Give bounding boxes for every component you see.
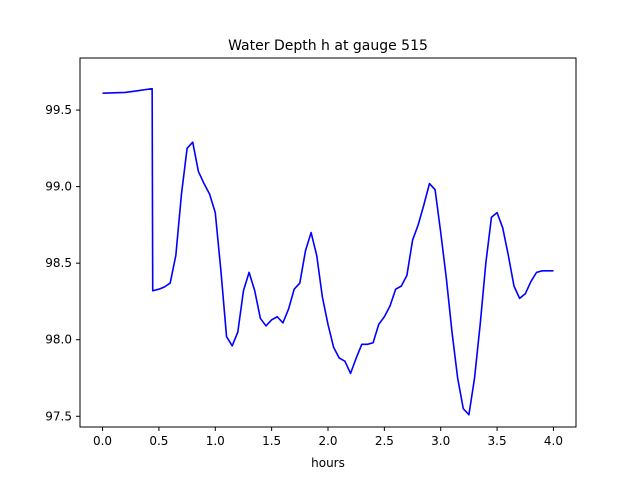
y-tick-label: 99.5 xyxy=(45,103,72,117)
y-tick-label: 98.5 xyxy=(45,256,72,270)
series-line-0 xyxy=(102,87,554,416)
x-tick-label: 4.0 xyxy=(544,434,563,448)
x-axis-label: hours xyxy=(311,456,345,470)
x-tick-label: 1.5 xyxy=(262,434,281,448)
y-axis: 97.5 98.0 98.5 99.0 99.5 xyxy=(45,103,80,423)
x-tick-label: 1.0 xyxy=(206,434,225,448)
chart-title: Water Depth h at gauge 515 xyxy=(228,38,428,54)
x-tick-label: 0.5 xyxy=(149,434,168,448)
x-tick-label: 3.0 xyxy=(431,434,450,448)
x-tick-label: 2.0 xyxy=(318,434,337,448)
x-tick-label: 0.0 xyxy=(93,434,112,448)
y-tick-label: 97.5 xyxy=(45,409,72,423)
y-tick-label: 98.0 xyxy=(45,333,72,347)
y-tick-label: 99.0 xyxy=(45,180,72,194)
x-axis: 0.0 0.5 1.0 1.5 2.0 2.5 3.0 3.5 4.0 xyxy=(93,427,563,448)
x-tick-label: 2.5 xyxy=(375,434,394,448)
x-tick-label: 3.5 xyxy=(488,434,507,448)
